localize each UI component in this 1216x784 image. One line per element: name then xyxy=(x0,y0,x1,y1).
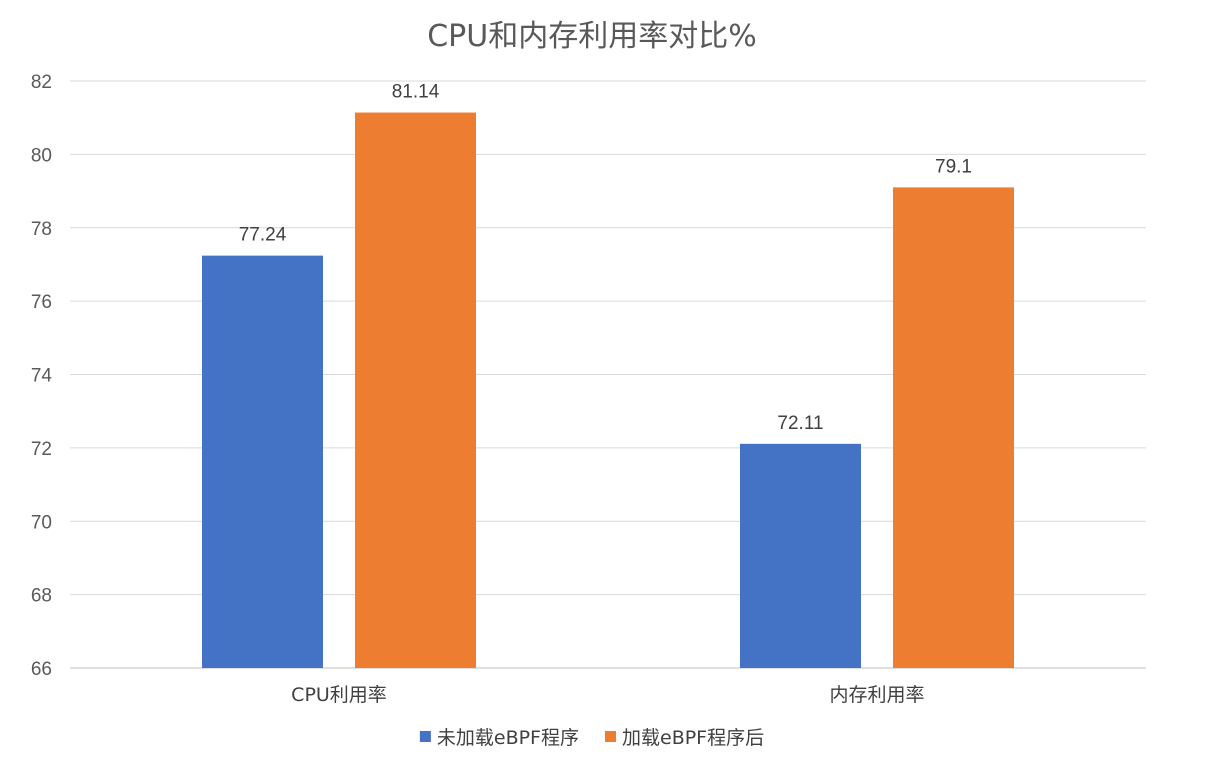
legend-label: 未加载eBPF程序 xyxy=(437,727,579,749)
data-label: 79.1 xyxy=(935,156,972,177)
y-tick-label: 76 xyxy=(31,292,52,313)
data-label: 81.14 xyxy=(392,82,440,103)
y-tick-label: 74 xyxy=(31,366,53,387)
legend-label: 加载eBPF程序后 xyxy=(622,727,764,749)
bar xyxy=(355,112,476,668)
legend: 未加载eBPF程序 加载eBPF程序后 xyxy=(419,727,764,749)
x-category-label: CPU利用率 xyxy=(291,684,387,706)
y-tick-label: 68 xyxy=(31,586,52,607)
data-label: 77.24 xyxy=(239,225,287,246)
y-tick-label: 80 xyxy=(31,145,52,166)
data-labels: 77.24 81.14 72.11 79.1 xyxy=(239,82,972,434)
legend-swatch xyxy=(419,731,431,742)
y-tick-label: 82 xyxy=(31,72,52,93)
x-axis-categories: CPU利用率 内存利用率 xyxy=(291,684,924,706)
bars xyxy=(202,112,1014,669)
y-axis-ticks: 66 68 70 72 74 76 78 80 82 xyxy=(31,72,53,680)
bar xyxy=(202,255,323,668)
bar xyxy=(740,443,861,668)
chart-title: CPU和内存利用率对比% xyxy=(427,19,757,54)
y-tick-label: 66 xyxy=(31,659,52,680)
y-tick-label: 72 xyxy=(31,439,52,460)
y-tick-label: 70 xyxy=(31,512,52,533)
x-category-label: 内存利用率 xyxy=(829,684,924,706)
data-label: 72.11 xyxy=(777,413,823,434)
bar xyxy=(893,187,1014,669)
legend-swatch xyxy=(605,731,616,742)
y-tick-label: 78 xyxy=(31,219,52,240)
